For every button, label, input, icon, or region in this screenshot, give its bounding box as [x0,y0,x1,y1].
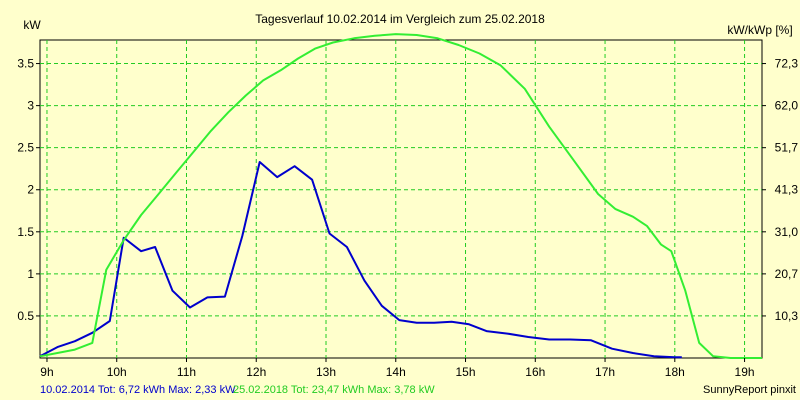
x-tick-label: 15h [456,365,476,379]
y-tick-label-left: 1.5 [17,225,34,239]
y-tick-label-left: 3 [27,99,34,113]
x-tick-label: 11h [177,365,196,379]
x-tick-label: 16h [525,365,545,379]
x-tick-label: 13h [316,365,336,379]
x-tick-label: 19h [735,365,755,379]
y-tick-label-left: 3.5 [17,57,34,71]
y-tick-label-left: 2 [27,183,34,197]
y-tick-label-right: 31,0 [775,225,799,239]
y-axis-label-left: kW [23,18,41,32]
plot-area [39,39,763,359]
x-tick-label: 17h [595,365,615,379]
y-axis-label-right: kW/kWp [%] [727,23,792,37]
y-tick-label-right: 10,3 [775,309,799,323]
y-tick-label-right: 20,7 [775,267,799,281]
y-tick-label-right: 51,7 [775,141,799,155]
series-line-2 [39,33,762,359]
x-tick-label: 18h [665,365,685,379]
series-lines [39,33,762,359]
x-tick-label: 9h [40,365,53,379]
grid [40,40,762,358]
y-tick-label-right: 62,0 [775,99,799,113]
y-tick-label-left: 2.5 [17,141,34,155]
x-tick-label: 10h [107,365,127,379]
footer-credit: SunnyReport pinxit [703,384,796,396]
x-tick-label: 14h [386,365,406,379]
x-tick-label: 12h [246,365,266,379]
y-tick-label-right: 41,3 [775,183,799,197]
footer-series2: 25.02.2018 Tot: 23,47 kWh Max: 3,78 kW [233,384,435,396]
series-line-1 [39,161,682,359]
footer-series1: 10.02.2014 Tot: 6,72 kWh Max: 2,33 kW [40,384,236,396]
y-tick-label-left: 1 [27,267,34,281]
ticks: 9h 10h 11h 12h 13h 14h 15h 16h 17h 18h 19h 0.5 10,3 1… [17,57,798,379]
chart-title: Tagesverlauf 10.02.2014 im Vergleich zum… [255,12,545,26]
y-tick-label-left: 0.5 [17,309,34,323]
y-tick-label-right: 72,3 [775,57,799,71]
